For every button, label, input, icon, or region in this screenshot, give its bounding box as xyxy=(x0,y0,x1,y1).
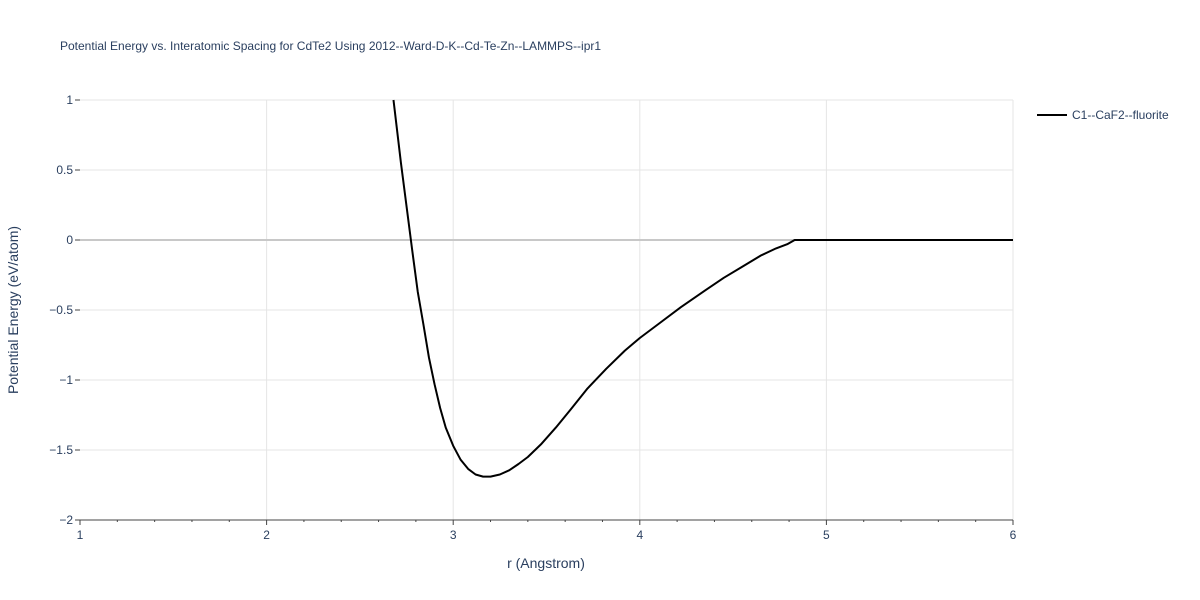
chart-title: Potential Energy vs. Interatomic Spacing… xyxy=(60,39,601,53)
y-tick-label: −2 xyxy=(59,513,73,527)
x-tick-label: 3 xyxy=(450,528,457,542)
x-tick-label: 4 xyxy=(636,528,643,542)
series-line-0[interactable] xyxy=(392,99,1013,478)
y-axis-ticks: 1 0.5 0 −0.5 −1 −1.5 −2 xyxy=(49,93,80,527)
y-axis-title: Potential Energy (eV/atom) xyxy=(5,226,21,394)
legend[interactable]: C1--CaF2--fluorite xyxy=(1037,108,1169,122)
x-tick-label: 5 xyxy=(823,528,830,542)
y-tick-label: 0.5 xyxy=(56,163,73,177)
y-tick-label: 1 xyxy=(66,93,73,107)
plot-area[interactable] xyxy=(392,99,1013,478)
y-tick-label: −1 xyxy=(59,373,73,387)
x-tick-label: 2 xyxy=(263,528,270,542)
y-gridlines xyxy=(80,99,1013,451)
y-tick-label: −1.5 xyxy=(49,443,73,457)
x-tick-label: 1 xyxy=(77,528,84,542)
y-tick-label: −0.5 xyxy=(49,303,73,317)
x-axis-title: r (Angstrom) xyxy=(507,555,585,571)
legend-label[interactable]: C1--CaF2--fluorite xyxy=(1072,108,1169,122)
x-tick-label: 6 xyxy=(1010,528,1017,542)
x-axis-ticks: 1 2 3 4 5 6 xyxy=(77,520,1017,542)
y-tick-label: 0 xyxy=(66,233,73,247)
